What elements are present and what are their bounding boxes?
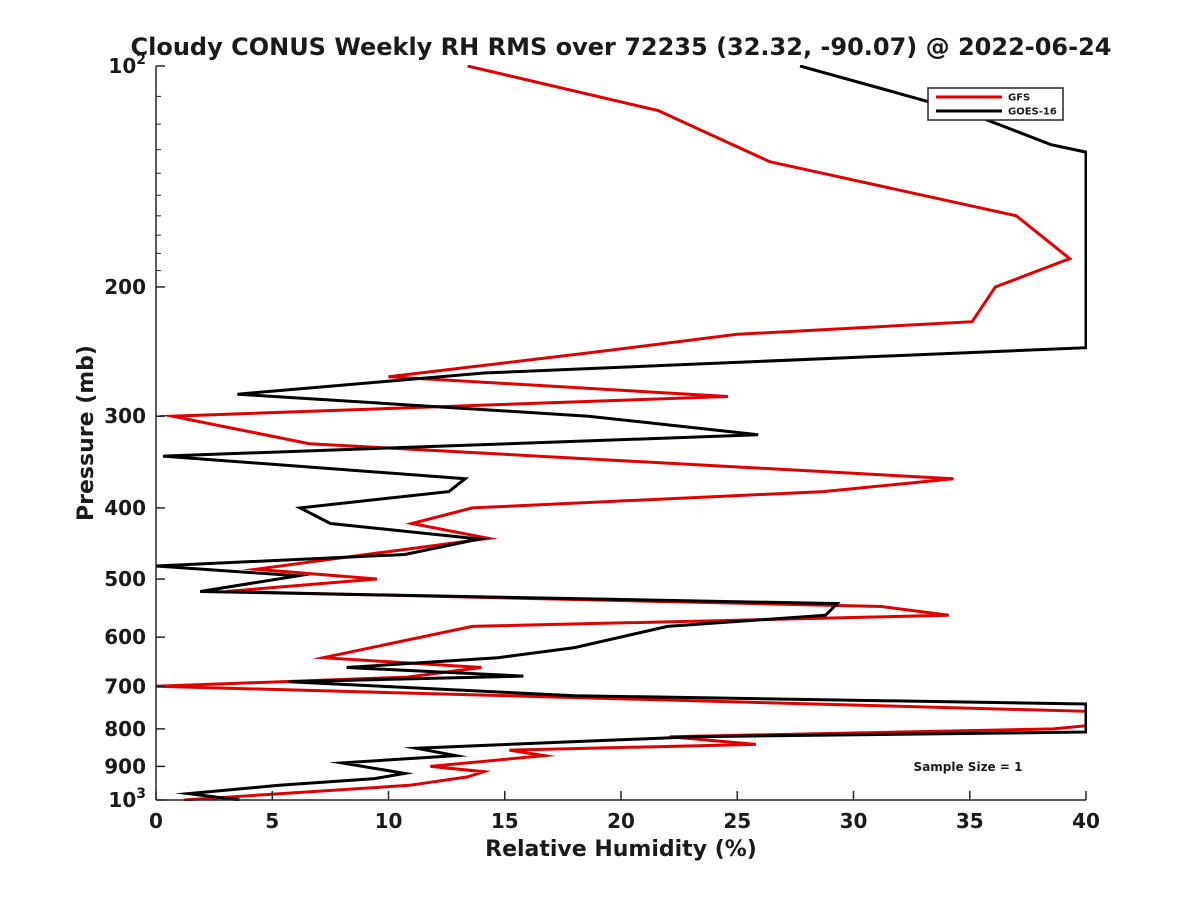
y-tick-label: 200 (104, 275, 146, 299)
x-tick-label: 5 (265, 809, 279, 833)
tick-labels: 0 5 10 15 20 25 30 35 40 102 200 300 400 500 600 700 800… (104, 52, 1100, 833)
legend: GFS GOES-16 (927, 87, 1064, 121)
x-tick-label: 40 (1072, 809, 1100, 833)
legend-box (927, 87, 1064, 121)
axes-layer (155, 65, 1087, 801)
x-tick-label: 25 (723, 809, 751, 833)
y-axis-label: Pressure (mb) (74, 345, 99, 521)
series-line-goes-16 (156, 65, 1087, 801)
legend-label-goes-16: GOES-16 (1008, 107, 1057, 118)
y-tick-label: 103 (108, 786, 146, 812)
x-tick-label: 20 (607, 809, 635, 833)
series-layer (156, 65, 1087, 801)
y-tick-label: 500 (104, 567, 146, 591)
y-tick-label: 102 (108, 52, 146, 78)
chart-title: Cloudy CONUS Weekly RH RMS over 72235 (3… (131, 33, 1112, 61)
y-tick-label: 400 (104, 496, 146, 520)
y-tick-label: 700 (104, 674, 146, 698)
y-tick-label: 300 (104, 404, 146, 428)
x-tick-label: 10 (375, 809, 403, 833)
series-line-gfs (156, 65, 1087, 801)
legend-label-gfs: GFS (1008, 93, 1030, 104)
x-tick-label: 35 (956, 809, 984, 833)
y-tick-label: 900 (104, 754, 146, 778)
x-axis-label: Relative Humidity (%) (485, 837, 757, 862)
x-tick-label: 0 (149, 809, 163, 833)
y-tick-label: 800 (104, 717, 146, 741)
x-tick-label: 30 (840, 809, 868, 833)
y-tick-label: 600 (104, 625, 146, 649)
x-tick-label: 15 (491, 809, 519, 833)
sample-size-annotation: Sample Size = 1 (914, 760, 1023, 774)
